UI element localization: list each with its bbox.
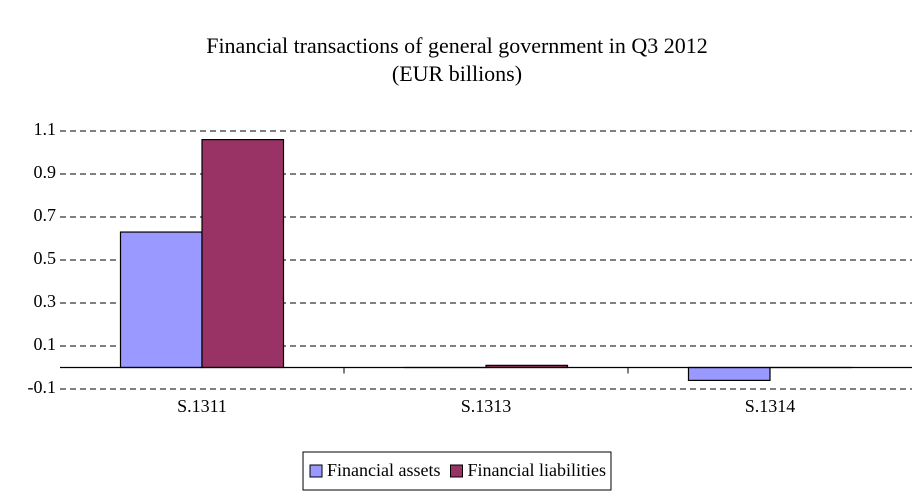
y-tick-label: 1.1 (34, 119, 57, 139)
legend-swatch (309, 464, 323, 478)
x-tick-label: S.1311 (177, 396, 227, 416)
legend-label: Financial assets (327, 460, 440, 480)
y-tick-label: 0.1 (34, 334, 57, 354)
bar (201, 139, 285, 369)
chart-title: Financial transactions of general govern… (206, 33, 708, 58)
bar (687, 366, 771, 381)
y-tick-label: 0.5 (34, 248, 57, 268)
y-tick-label: 0.9 (34, 162, 57, 182)
y-tick-label: 0.3 (34, 291, 57, 311)
legend-swatch (450, 464, 463, 478)
x-tick-label: S.1313 (461, 396, 512, 416)
x-tick-label: S.1314 (745, 396, 796, 416)
chart-subtitle: (EUR billions) (392, 61, 522, 86)
legend-label: Financial liabilities (468, 460, 606, 480)
y-tick-label: -0.1 (28, 377, 57, 397)
bar (119, 231, 203, 369)
y-tick-label: 0.7 (34, 205, 57, 225)
